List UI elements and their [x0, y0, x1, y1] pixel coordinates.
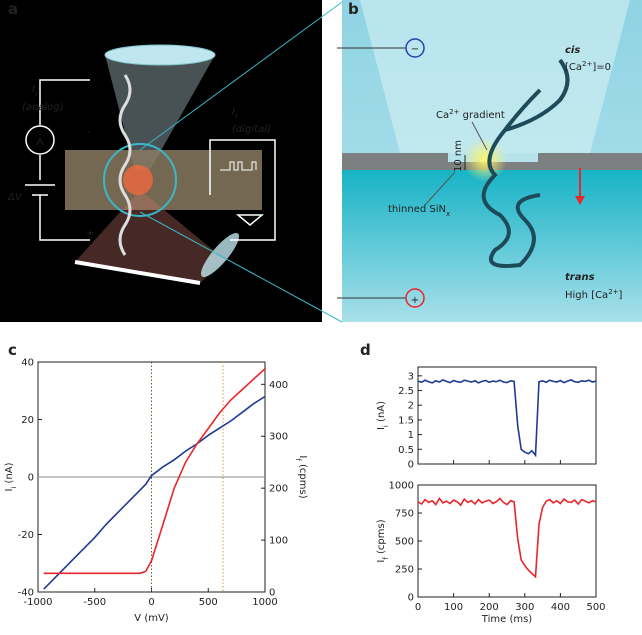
trans: trans: [565, 272, 595, 283]
panel-label: d: [360, 341, 371, 359]
y-axis-label-part: f: [382, 557, 390, 560]
y-tick-label: 1.5: [398, 415, 414, 426]
membrane-part: x: [446, 210, 450, 218]
series-line: [43, 395, 266, 590]
trans-conc: High [Ca2+]: [565, 288, 623, 301]
y-axis-label-part: I: [4, 489, 15, 492]
optical-current-part: I: [232, 107, 235, 118]
x-axis-label: V (mV): [134, 613, 169, 624]
y2-axis-label: If (cpms): [294, 455, 308, 498]
y-tick-label: 40: [21, 358, 34, 369]
y-axis-label: Ii (nA): [376, 401, 390, 430]
gradient: Ca2+ gradient: [436, 108, 505, 121]
x-tick-label: 100: [444, 602, 463, 613]
y2-tick-label: 0: [269, 588, 275, 599]
y-axis-label: If (cpms): [376, 519, 390, 562]
plus: +: [86, 228, 94, 239]
panel-b: [337, 0, 642, 322]
cis: cis: [565, 45, 580, 56]
series-line: [43, 368, 266, 575]
x-tick-label: 200: [480, 602, 499, 613]
y-tick-label: -20: [18, 530, 34, 541]
y-axis-label-part: (cpms): [376, 519, 387, 557]
y-tick-label: 1000: [389, 481, 414, 492]
x-tick-label: 300: [515, 602, 534, 613]
y-tick-label: 250: [395, 565, 414, 576]
ammeter: A: [37, 137, 44, 148]
y2-tick-label: 400: [269, 380, 288, 391]
x-tick-label: 400: [551, 602, 570, 613]
y-axis-label-part: (nA): [4, 462, 15, 486]
optical-current: If: [232, 107, 239, 121]
x-tick-label: 500: [199, 597, 218, 608]
cis-conc-part: 2+: [582, 60, 592, 68]
optical-current-part: f: [235, 113, 239, 121]
analog-current-part: I: [32, 84, 35, 95]
y2-tick-label: 200: [269, 484, 288, 495]
x-tick-label: 1000: [252, 597, 277, 608]
electrode-plus: +: [411, 295, 419, 306]
y-tick-label: 0: [28, 473, 34, 484]
digital-label: (digital): [232, 124, 271, 135]
voltage: ΔV: [7, 192, 23, 203]
y-tick-label: 20: [21, 415, 34, 426]
panel-label: a: [8, 0, 18, 18]
y2-axis-label-part: (cpms): [297, 461, 308, 499]
membrane: thinned SiNx: [388, 204, 450, 218]
analog-current-part: i: [35, 90, 37, 98]
y-tick-label: 0: [408, 460, 414, 471]
series-line: [417, 496, 597, 579]
y-axis-label-part: (nA): [376, 401, 387, 425]
plot-frame: [417, 366, 597, 465]
y2-tick-label: 300: [269, 432, 288, 443]
panel-label: b: [348, 0, 359, 18]
y-tick-label: 500: [395, 537, 414, 548]
y-tick-label: 1: [408, 430, 414, 441]
membrane-part: thinned SiN: [388, 204, 446, 215]
x-axis-label: Time (ms): [481, 614, 533, 625]
series-line: [417, 379, 597, 458]
trans-conc-part: High [Ca: [565, 290, 608, 301]
cis-conc-part: [Ca: [565, 62, 582, 73]
y-tick-label: 0: [408, 593, 414, 604]
minus: -: [87, 127, 91, 138]
analog-label: (analog): [22, 102, 64, 113]
trans-conc-part: ]: [619, 290, 623, 301]
y-tick-label: 750: [395, 509, 414, 520]
x-tick-label: 0: [148, 597, 154, 608]
analog-current: Ii: [32, 84, 37, 98]
thickness: 10 nm: [453, 140, 464, 172]
y-tick-label: -40: [18, 588, 34, 599]
y-axis-label-part: i: [10, 487, 18, 489]
y-axis-label: Ii (nA): [4, 462, 18, 491]
cis-conc: [Ca2+]=0: [565, 60, 611, 73]
y-tick-label: 3: [408, 371, 414, 382]
gradient-part: gradient: [459, 110, 504, 121]
cis-conc-part: ]=0: [592, 62, 611, 73]
y2-tick-label: 100: [269, 536, 288, 547]
y-tick-label: 0.5: [398, 445, 414, 456]
y-axis-label-part: i: [382, 425, 390, 427]
electrode-minus: −: [411, 44, 419, 55]
y2-axis-label-part: f: [294, 458, 302, 461]
panel-label: c: [8, 341, 17, 359]
x-tick-label: -1000: [23, 597, 52, 608]
gradient-part: Ca: [436, 110, 449, 121]
trans-conc-part: 2+: [608, 288, 618, 296]
y2-axis-label-part: I: [297, 455, 308, 458]
x-tick-label: 0: [415, 602, 421, 613]
y-axis-label-part: I: [376, 560, 387, 563]
y-tick-label: 2.5: [398, 386, 414, 397]
x-tick-label: -500: [83, 597, 106, 608]
gradient-part: 2+: [449, 108, 459, 116]
x-tick-label: 500: [586, 602, 605, 613]
y-axis-label-part: I: [376, 427, 387, 430]
y-tick-label: 2: [408, 401, 414, 412]
panel-a: [0, 0, 343, 323]
